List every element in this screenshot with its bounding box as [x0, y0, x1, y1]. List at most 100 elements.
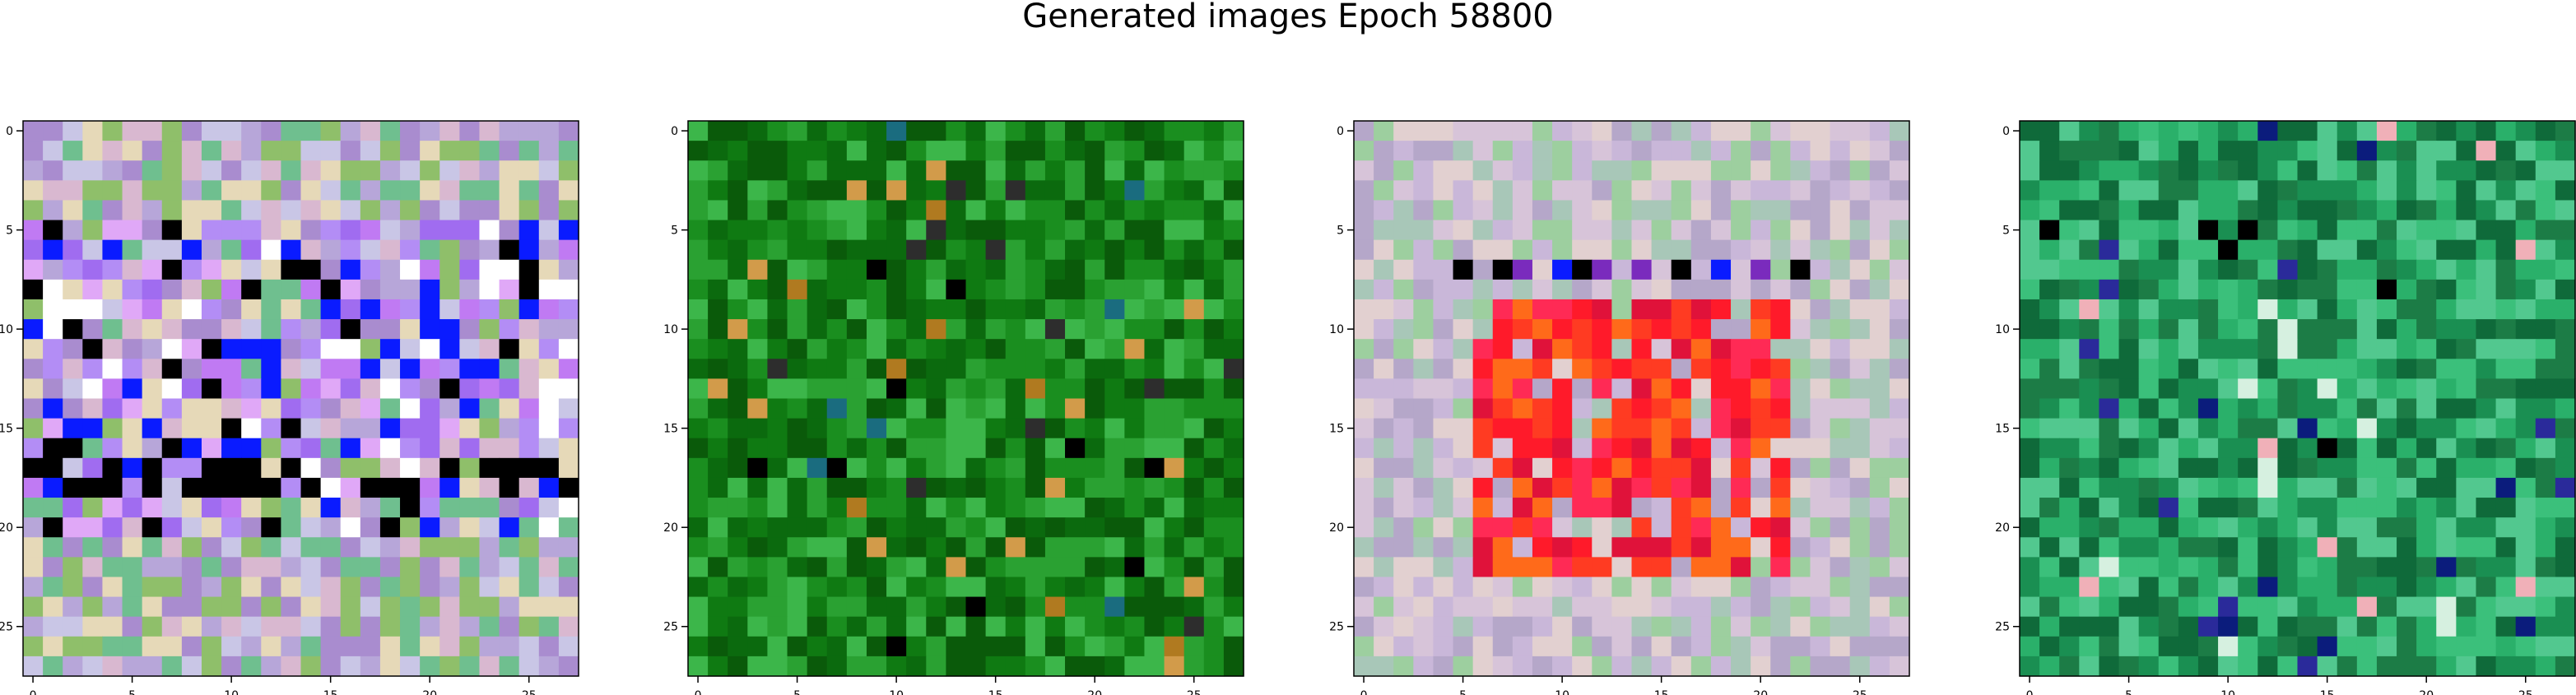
- image-pixel: [2436, 239, 2457, 261]
- image-pixel: [420, 319, 440, 340]
- image-pixel: [1472, 259, 1494, 280]
- image-pixel: [281, 259, 302, 280]
- image-pixel: [946, 279, 967, 300]
- image-pixel: [281, 616, 302, 637]
- image-pixel: [826, 239, 848, 261]
- image-pixel: [2436, 636, 2457, 657]
- image-pixel: [479, 200, 500, 221]
- image-pixel: [2257, 359, 2278, 379]
- image-pixel: [518, 259, 540, 280]
- image-pixel: [1203, 259, 1225, 280]
- image-pixel: [2079, 160, 2100, 181]
- image-pixel: [1453, 398, 1474, 419]
- image-pixel: [1472, 418, 1494, 439]
- image-pixel: [2376, 259, 2397, 280]
- image-pixel: [1453, 279, 1474, 300]
- image-pixel: [886, 438, 907, 459]
- image-pixel: [1124, 279, 1146, 300]
- image-pixel: [1413, 141, 1434, 161]
- image-pixel: [142, 378, 163, 400]
- image-pixel: [2337, 498, 2358, 518]
- image-pixel: [2138, 160, 2160, 181]
- image-pixel: [1203, 319, 1225, 340]
- image-pixel: [2039, 557, 2060, 578]
- image-pixel: [221, 339, 242, 359]
- image-pixel: [1572, 220, 1593, 241]
- image-pixel: [2178, 200, 2199, 221]
- image-pixel: [1592, 160, 1612, 181]
- image-pixel: [2197, 299, 2219, 320]
- image-pixel: [281, 636, 302, 657]
- image-pixel: [2197, 498, 2219, 518]
- image-pixel: [1453, 180, 1474, 202]
- image-pixel: [1413, 438, 1434, 459]
- image-pixel: [946, 141, 967, 161]
- image-pixel: [360, 319, 381, 340]
- image-pixel: [1413, 636, 1434, 657]
- image-pixel: [379, 121, 401, 141]
- image-pixel: [102, 339, 123, 359]
- image-pixel: [1433, 339, 1454, 359]
- image-pixel: [1651, 498, 1672, 518]
- image-pixel: [2257, 498, 2278, 518]
- image-pixel: [1203, 299, 1225, 320]
- image-pixel: [1731, 319, 1751, 340]
- image-pixel: [1611, 378, 1633, 400]
- image-pixel: [1690, 616, 1712, 637]
- image-pixel: [1651, 457, 1672, 479]
- image-pixel: [1104, 438, 1125, 459]
- image-pixel: [1472, 299, 1494, 320]
- image-pixel: [708, 498, 728, 518]
- image-pixel: [926, 359, 946, 379]
- image-pixel: [420, 259, 440, 280]
- image-pixel: [558, 557, 579, 578]
- image-pixel: [2039, 121, 2060, 141]
- image-pixel: [1889, 160, 1910, 181]
- image-pixel: [1413, 418, 1434, 439]
- image-pixel: [1810, 517, 1831, 538]
- image-pixel: [708, 537, 728, 558]
- image-pixel: [2059, 517, 2080, 538]
- image-pixel: [420, 517, 440, 538]
- image-pixel: [2337, 121, 2358, 141]
- image-pixel: [767, 299, 788, 320]
- image-pixel: [1005, 299, 1026, 320]
- image-pixel: [1453, 636, 1474, 657]
- image-pixel: [2238, 477, 2258, 498]
- image-pixel: [1592, 477, 1612, 498]
- image-pixel: [1849, 457, 1871, 479]
- image-pixel: [1751, 339, 1771, 359]
- image-pixel: [1144, 398, 1165, 419]
- image-pixel: [728, 359, 748, 379]
- image-pixel: [846, 636, 867, 657]
- image-pixel: [1810, 299, 1831, 320]
- image-pixel: [63, 319, 83, 340]
- image-pixel: [1552, 517, 1573, 538]
- image-pixel: [2238, 121, 2258, 141]
- image-pixel: [459, 239, 481, 261]
- image-pixel: [906, 339, 927, 359]
- image-pixel: [2317, 498, 2338, 518]
- image-pixel: [420, 557, 440, 578]
- image-pixel: [1374, 517, 1394, 538]
- image-pixel: [181, 378, 202, 400]
- image-pixel: [1710, 378, 1732, 400]
- image-pixel: [2039, 299, 2060, 320]
- image-pixel: [2020, 359, 2040, 379]
- image-pixel: [2277, 398, 2299, 419]
- image-pixel: [906, 438, 927, 459]
- image-pixel: [2197, 378, 2219, 400]
- image-pixel: [102, 121, 123, 141]
- image-pixel: [261, 239, 281, 261]
- image-pixel: [499, 457, 520, 479]
- image-pixel: [1433, 180, 1454, 202]
- image-pixel: [2337, 557, 2358, 578]
- image-pixel: [1731, 378, 1751, 400]
- image-pixel: [1889, 557, 1910, 578]
- image-pixel: [161, 220, 183, 241]
- image-pixel: [2356, 299, 2378, 320]
- image-pixel: [2059, 319, 2080, 340]
- image-pixel: [767, 498, 788, 518]
- image-pixel: [181, 220, 202, 241]
- image-pixel: [2535, 378, 2556, 400]
